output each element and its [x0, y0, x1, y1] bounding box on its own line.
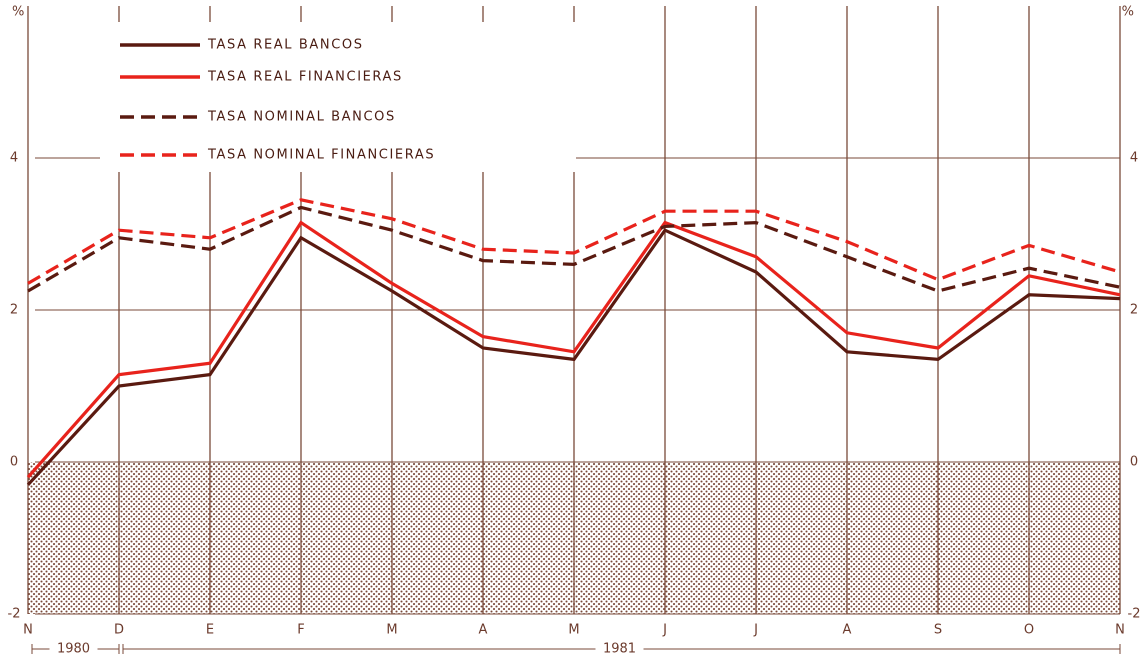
y-tick-label: 2 [10, 303, 18, 318]
legend-label: TASA NOMINAL BANCOS [207, 110, 396, 125]
x-tick-label: O [1024, 623, 1034, 638]
legend-label: TASA REAL FINANCIERAS [207, 70, 403, 85]
x-tick-label: M [568, 623, 579, 638]
y-tick-label-right: -2 [1128, 607, 1141, 622]
x-tick-label: S [934, 623, 942, 638]
legend-box [100, 22, 576, 172]
year-label: 1980 [57, 642, 90, 657]
y-tick-label-right: 2 [1130, 303, 1138, 318]
legend-label: TASA REAL BANCOS [207, 38, 364, 53]
year-label-bg [49, 641, 98, 657]
x-tick-label: A [843, 623, 852, 638]
y-tick-label-right: 4 [1130, 151, 1138, 166]
series-line [26, 228, 1121, 486]
series-line [26, 220, 1121, 479]
series-line [27, 205, 1121, 293]
x-tick-label: A [479, 623, 488, 638]
y-tick-label-right: 0 [1130, 455, 1138, 470]
x-tick-label: E [206, 623, 214, 638]
y-tick-label: 4 [10, 151, 18, 166]
y-tick-label: 0 [10, 455, 18, 470]
x-tick-label: D [114, 623, 124, 638]
series-line [27, 198, 1121, 285]
y-tick-label: -2 [8, 607, 21, 622]
x-tick-label: F [297, 623, 304, 638]
x-tick-label: J [753, 623, 758, 638]
x-tick-label: N [1115, 623, 1125, 638]
y-unit-right: % [1122, 5, 1134, 20]
x-tick-label: J [662, 623, 667, 638]
legend-label: TASA NOMINAL FINANCIERAS [207, 148, 435, 163]
y-unit-left: % [12, 5, 24, 20]
x-tick-label: M [386, 623, 397, 638]
year-label: 1981 [603, 642, 636, 657]
x-tick-label: N [23, 623, 33, 638]
year-label-bg [595, 641, 644, 657]
